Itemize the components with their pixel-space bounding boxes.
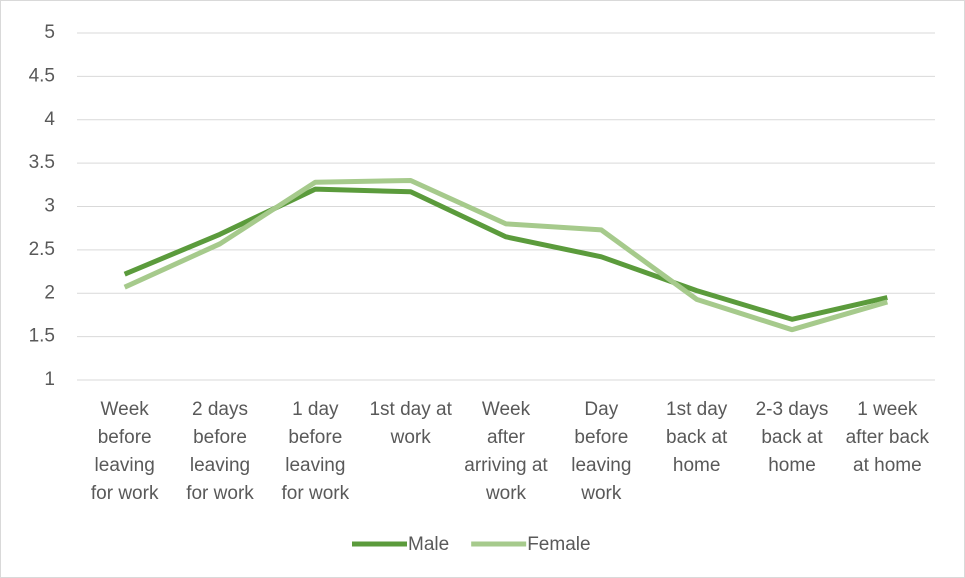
y-tick-label: 5 [44, 22, 55, 43]
x-tick-label: 2 days before leaving for work [186, 399, 254, 504]
y-tick-label: 3 [44, 196, 55, 217]
y-tick-label: 4.5 [29, 65, 55, 86]
x-tick-label: 2-3 days back at home [756, 399, 829, 476]
x-tick-label: Week before leaving for work [91, 399, 159, 504]
legend-label: Male [408, 534, 449, 555]
x-tick-label: Week after arriving at work [464, 399, 548, 504]
y-tick-label: 3.5 [29, 152, 55, 173]
y-tick-label: 2.5 [29, 239, 55, 260]
legend-label: Female [527, 534, 590, 555]
series-line [123, 186, 888, 322]
y-tick-label: 2 [44, 282, 55, 303]
x-tick-label: 1st day at work [369, 399, 452, 448]
x-tick-label: 1 week after back at home [846, 399, 930, 476]
y-tick-label: 1.5 [29, 326, 55, 347]
x-tick-label: 1st day back at home [666, 399, 728, 476]
x-tick-label: 1 day before leaving for work [282, 399, 350, 504]
x-tick-label: Day before leaving work [571, 399, 631, 504]
series-line [123, 177, 889, 333]
y-tick-label: 1 [44, 369, 55, 390]
y-tick-label: 4 [44, 109, 55, 130]
